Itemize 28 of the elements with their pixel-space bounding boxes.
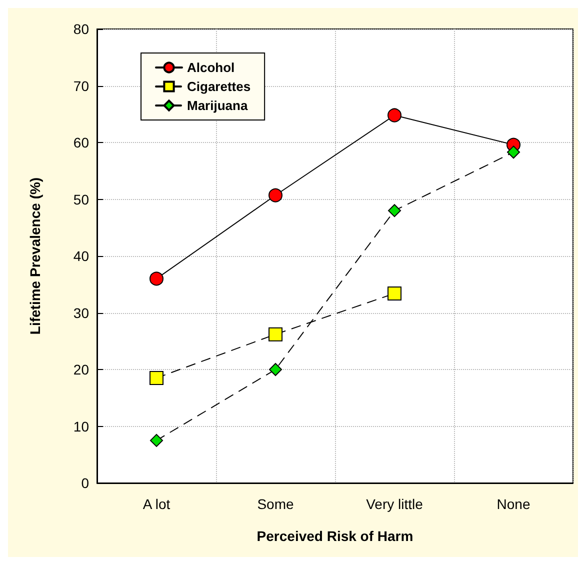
y-tick-label: 20 (73, 362, 90, 378)
legend-label: Cigarettes (187, 79, 251, 94)
point (150, 371, 164, 386)
point (388, 108, 402, 122)
point (269, 363, 282, 376)
y-tick-label: 40 (73, 248, 90, 264)
point (507, 146, 520, 159)
x-tick-label: Very little (366, 496, 424, 512)
y-axis-title: Lifetime Prevalence (%) (27, 177, 43, 335)
y-tick-label: 60 (73, 134, 90, 150)
point (388, 286, 402, 300)
legend-label: Marijuana (187, 98, 248, 113)
y-tick-label: 10 (73, 418, 90, 434)
point (268, 188, 282, 202)
point (150, 434, 163, 447)
legend-label: Alcohol (187, 60, 235, 75)
y-tick-label: 30 (73, 304, 90, 321)
y-tick-label: 80 (73, 21, 90, 37)
x-tick-label: Some (257, 496, 294, 512)
y-tick-label: 70 (73, 78, 90, 94)
point (388, 204, 401, 218)
y-tick-label: 0 (81, 475, 90, 491)
x-tick-label: A lot (142, 496, 170, 512)
point (268, 327, 282, 342)
x-tick-label: None (496, 496, 530, 512)
x-axis-title: Perceived Risk of Harm (256, 528, 414, 544)
point (150, 272, 164, 286)
y-tick-label: 50 (73, 191, 90, 208)
